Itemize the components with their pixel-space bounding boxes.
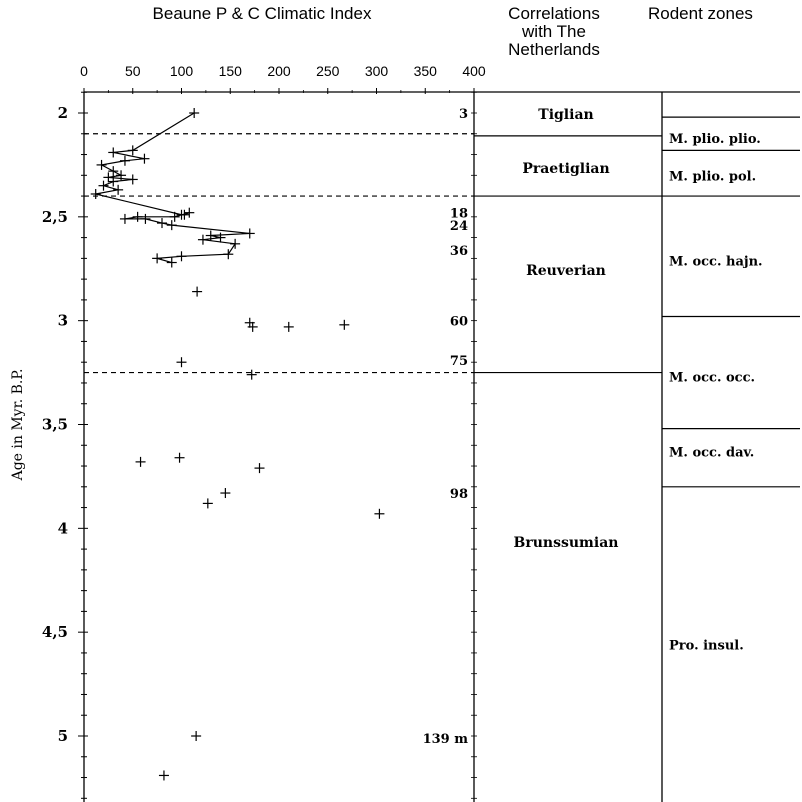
y-tick-label: 2	[58, 104, 68, 122]
data-point	[189, 108, 200, 118]
x-tick-label: 200	[267, 63, 291, 79]
stage-label: Praetiglian	[522, 161, 609, 177]
data-point	[339, 319, 350, 330]
zone-label: M. plio. pol.	[669, 169, 756, 184]
data-point	[174, 452, 185, 463]
data-point	[157, 218, 167, 229]
correlations-header: Correlations with The Netherlands	[482, 5, 626, 59]
x-tick-label: 400	[462, 63, 486, 79]
data-point	[244, 228, 255, 239]
data-point	[179, 209, 190, 220]
data-point	[166, 220, 177, 231]
correlations-header-line-2: with The	[522, 22, 586, 41]
data-point	[127, 174, 138, 185]
chart-title: Beaune P & C Climatic Index	[152, 4, 372, 23]
data-point	[197, 234, 208, 245]
y-tick-label: 3,5	[42, 416, 68, 434]
zone-label: M. occ. dav.	[669, 445, 754, 460]
data-point	[158, 770, 169, 781]
data-point	[191, 731, 202, 741]
x-tick-label: 250	[316, 63, 340, 79]
x-tick-label: 50	[125, 63, 141, 79]
data-point	[108, 166, 119, 177]
depth-label: 18	[450, 207, 468, 222]
data-point	[119, 155, 130, 166]
data-point	[223, 249, 234, 260]
y-tick-label: 3	[58, 312, 68, 330]
data-point	[108, 176, 119, 187]
data-point	[140, 213, 151, 224]
data-point	[202, 498, 213, 509]
depth-label: 36	[450, 244, 468, 259]
data-point	[103, 172, 114, 183]
data-point	[205, 230, 216, 241]
data-point	[108, 147, 119, 158]
data-point	[90, 188, 101, 199]
depth-label: 139 m	[423, 732, 469, 747]
depth-label: 3	[459, 107, 468, 122]
data-point	[98, 180, 109, 191]
data-point	[113, 184, 124, 195]
series-line	[95, 112, 250, 264]
correlations-header-line-3: Netherlands	[508, 40, 600, 59]
depth-label: 60	[450, 315, 468, 330]
data-point	[132, 211, 143, 222]
data-point	[169, 211, 180, 222]
stage-label: Tiglian	[538, 107, 593, 123]
data-point	[116, 170, 127, 181]
data-point	[176, 251, 187, 262]
data-point	[215, 232, 226, 243]
y-tick-label: 5	[58, 727, 68, 745]
y-tick-label: 4,5	[42, 623, 68, 641]
data-point	[166, 257, 177, 268]
x-tick-label: 100	[170, 63, 194, 79]
data-point	[176, 357, 187, 368]
zone-label: M. occ. hajn.	[669, 254, 763, 269]
depth-label: 24	[450, 219, 468, 234]
data-point	[119, 213, 130, 224]
data-point	[152, 253, 163, 264]
x-tick-label: 350	[414, 63, 438, 79]
data-point	[230, 238, 241, 249]
depth-label: 98	[450, 487, 468, 502]
rodent-zones-header: Rodent zones	[648, 4, 753, 23]
y-axis-title: Age in Myr. B.P.	[10, 369, 26, 482]
data-point	[139, 153, 150, 164]
data-point	[184, 207, 195, 218]
x-tick-label: 150	[219, 63, 243, 79]
data-point	[374, 508, 385, 519]
zone-label: Pro. insul.	[669, 639, 744, 654]
data-point	[247, 321, 258, 332]
x-tick-label: 0	[80, 63, 88, 79]
data-point	[283, 321, 294, 332]
y-tick-label: 4	[58, 519, 68, 537]
data-point	[246, 369, 257, 380]
correlations-header-line-1: Correlations	[508, 4, 600, 23]
data-point	[96, 159, 107, 170]
x-tick-label: 300	[365, 63, 389, 79]
zone-label: M. occ. occ.	[669, 371, 755, 386]
data-point	[254, 463, 265, 474]
stage-label: Reuverian	[526, 263, 606, 279]
y-tick-label: 2,5	[42, 208, 68, 226]
data-point	[220, 488, 231, 499]
depth-label: 75	[450, 354, 468, 369]
zone-label: M. plio. plio.	[669, 132, 761, 147]
data-point	[192, 286, 203, 297]
data-point	[135, 456, 146, 467]
data-point	[127, 145, 138, 156]
stage-label: Brunssumian	[514, 535, 619, 551]
